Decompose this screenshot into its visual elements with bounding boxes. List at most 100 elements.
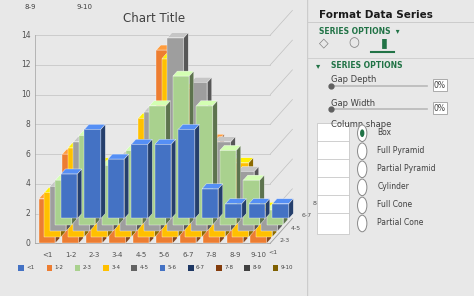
Text: Full Cone: Full Cone bbox=[377, 200, 412, 209]
Text: 1-2: 1-2 bbox=[55, 266, 64, 271]
Polygon shape bbox=[45, 192, 61, 237]
Polygon shape bbox=[244, 175, 264, 180]
Polygon shape bbox=[250, 209, 271, 213]
Text: Partial Pyramid: Partial Pyramid bbox=[377, 164, 436, 173]
Polygon shape bbox=[185, 89, 202, 237]
Polygon shape bbox=[178, 54, 183, 237]
Polygon shape bbox=[50, 181, 71, 186]
Polygon shape bbox=[137, 152, 141, 231]
Polygon shape bbox=[148, 139, 152, 218]
Bar bbox=[75, 266, 81, 271]
Text: 8: 8 bbox=[26, 120, 31, 129]
Polygon shape bbox=[232, 158, 253, 163]
Polygon shape bbox=[231, 137, 235, 231]
Polygon shape bbox=[256, 202, 277, 207]
Text: 8-9: 8-9 bbox=[229, 252, 241, 258]
Bar bbox=[188, 266, 193, 271]
Polygon shape bbox=[267, 209, 271, 243]
Polygon shape bbox=[155, 144, 172, 218]
Text: 10: 10 bbox=[21, 90, 31, 99]
Polygon shape bbox=[109, 164, 130, 169]
Polygon shape bbox=[244, 180, 260, 225]
Text: 4-5: 4-5 bbox=[136, 252, 146, 258]
Text: 9-10: 9-10 bbox=[281, 266, 293, 271]
Polygon shape bbox=[90, 137, 94, 231]
Polygon shape bbox=[173, 71, 194, 76]
Text: <1: <1 bbox=[27, 266, 35, 271]
Polygon shape bbox=[196, 106, 213, 225]
Polygon shape bbox=[84, 129, 101, 218]
Polygon shape bbox=[249, 204, 265, 218]
Text: 0%: 0% bbox=[434, 81, 446, 90]
Polygon shape bbox=[149, 101, 170, 106]
FancyBboxPatch shape bbox=[317, 141, 349, 161]
Polygon shape bbox=[207, 77, 212, 231]
Circle shape bbox=[360, 129, 365, 137]
Text: ◇: ◇ bbox=[319, 36, 328, 49]
Polygon shape bbox=[283, 205, 288, 225]
Text: 2-3: 2-3 bbox=[88, 252, 100, 258]
Polygon shape bbox=[209, 143, 230, 148]
Text: Cylinder: Cylinder bbox=[377, 182, 409, 191]
FancyBboxPatch shape bbox=[317, 177, 349, 197]
Polygon shape bbox=[68, 143, 89, 148]
Polygon shape bbox=[167, 33, 188, 38]
Text: 8-9: 8-9 bbox=[253, 266, 262, 271]
Text: Gap Depth: Gap Depth bbox=[330, 75, 376, 84]
Polygon shape bbox=[184, 33, 188, 231]
Text: Box: Box bbox=[377, 128, 391, 137]
Polygon shape bbox=[180, 95, 196, 243]
Polygon shape bbox=[249, 158, 253, 237]
Text: Gap Width: Gap Width bbox=[330, 99, 374, 108]
Polygon shape bbox=[220, 150, 237, 225]
Polygon shape bbox=[273, 204, 289, 218]
Polygon shape bbox=[242, 199, 246, 218]
Polygon shape bbox=[72, 175, 76, 225]
Polygon shape bbox=[120, 152, 141, 157]
Text: 3-4: 3-4 bbox=[112, 252, 123, 258]
Text: <1: <1 bbox=[269, 250, 278, 255]
Polygon shape bbox=[120, 157, 137, 231]
Polygon shape bbox=[178, 124, 200, 129]
Polygon shape bbox=[273, 199, 293, 204]
Text: 4-5: 4-5 bbox=[291, 226, 301, 231]
Text: Column shape: Column shape bbox=[330, 120, 391, 129]
Text: 5-6: 5-6 bbox=[168, 266, 177, 271]
Polygon shape bbox=[61, 187, 65, 237]
Polygon shape bbox=[133, 164, 154, 169]
Polygon shape bbox=[79, 149, 83, 243]
Circle shape bbox=[357, 197, 367, 214]
Polygon shape bbox=[191, 82, 207, 231]
Polygon shape bbox=[191, 77, 212, 82]
Polygon shape bbox=[86, 184, 102, 243]
Polygon shape bbox=[202, 184, 223, 189]
Polygon shape bbox=[225, 143, 230, 237]
Polygon shape bbox=[250, 213, 267, 243]
FancyBboxPatch shape bbox=[317, 195, 349, 215]
Polygon shape bbox=[185, 83, 206, 89]
Polygon shape bbox=[124, 154, 129, 218]
Polygon shape bbox=[138, 113, 159, 118]
Polygon shape bbox=[238, 166, 259, 171]
Polygon shape bbox=[91, 163, 108, 237]
Text: Full Pyramid: Full Pyramid bbox=[377, 146, 425, 155]
Polygon shape bbox=[237, 145, 241, 225]
Polygon shape bbox=[219, 184, 223, 218]
Text: 0%: 0% bbox=[434, 104, 446, 113]
Polygon shape bbox=[61, 174, 77, 218]
Text: 5-6: 5-6 bbox=[159, 252, 170, 258]
Text: 6-7: 6-7 bbox=[182, 252, 194, 258]
Polygon shape bbox=[63, 149, 83, 154]
Polygon shape bbox=[73, 142, 90, 231]
Text: ○: ○ bbox=[348, 36, 359, 49]
Polygon shape bbox=[214, 142, 231, 231]
Polygon shape bbox=[155, 113, 159, 237]
Text: Format Data Series: Format Data Series bbox=[319, 10, 433, 20]
Polygon shape bbox=[156, 50, 173, 243]
Bar bbox=[131, 266, 137, 271]
Polygon shape bbox=[61, 169, 82, 174]
Text: SERIES OPTIONS: SERIES OPTIONS bbox=[330, 61, 402, 70]
Polygon shape bbox=[68, 148, 84, 237]
Polygon shape bbox=[195, 124, 200, 218]
Polygon shape bbox=[220, 145, 241, 150]
